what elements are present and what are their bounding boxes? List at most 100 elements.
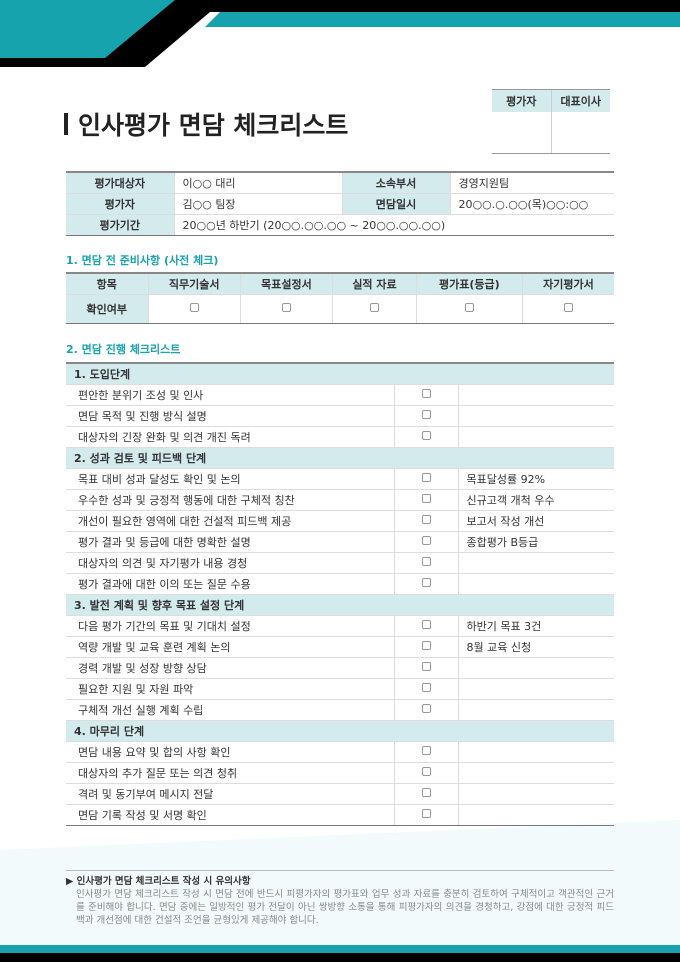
signature-cell[interactable]: [492, 111, 551, 154]
checkbox[interactable]: [421, 746, 431, 755]
checklist-row: 다음 평가 기간의 목표 및 기대치 설정 하반기 목표 3건: [66, 615, 614, 637]
checklist-row: 격려 및 동기부여 메시지 전달: [66, 783, 614, 805]
checkbox[interactable]: [421, 704, 431, 713]
checklist-item: 경력 개발 및 성장 방향 상담: [66, 657, 394, 679]
checklist-item: 편안한 분위기 조성 및 인사: [66, 384, 394, 406]
checkbox[interactable]: [421, 641, 431, 650]
prep-row-label: 확인여부: [66, 294, 148, 324]
section2-title: 2. 면담 진행 체크리스트: [66, 343, 181, 356]
checklist-note[interactable]: [457, 426, 614, 448]
checkbox[interactable]: [189, 303, 199, 312]
checklist-note[interactable]: [457, 678, 614, 700]
checklist-note[interactable]: [457, 384, 614, 406]
check-cell: [393, 384, 458, 406]
checkbox[interactable]: [421, 473, 431, 482]
check-cell: [393, 762, 458, 784]
check-cell: [393, 468, 458, 490]
check-cell: [393, 531, 458, 553]
checklist-note[interactable]: [457, 699, 614, 721]
checklist-item: 개선이 필요한 영역에 대한 건설적 피드백 제공: [66, 510, 394, 532]
checklist-note[interactable]: [457, 552, 614, 574]
checklist-section-header: 4. 마무리 단계: [66, 720, 614, 742]
prep-check-cell: [332, 294, 417, 324]
checklist-note[interactable]: [457, 762, 614, 784]
prep-check-cell: [147, 294, 241, 324]
checklist-note[interactable]: 신규고객 개척 우수: [457, 489, 614, 511]
prep-check-cell: [521, 294, 614, 324]
checklist-item: 우수한 성과 및 긍정적 행동에 대한 구체적 칭찬: [66, 489, 394, 511]
approval-header: 대표이사: [550, 89, 610, 112]
checklist-item: 평가 결과 및 등급에 대한 명확한 설명: [66, 531, 394, 553]
checklist-note[interactable]: [457, 573, 614, 595]
info-label: 평가기간: [66, 214, 174, 236]
checkbox[interactable]: [421, 389, 431, 398]
checklist-row: 면담 내용 요약 및 합의 사항 확인: [66, 741, 614, 763]
info-table: 평가대상자 이○○ 대리 소속부서 경영지원팀 평가자 김○○ 팀장 면담일시 20○○.○…: [66, 171, 614, 236]
checkbox[interactable]: [421, 557, 431, 566]
checklist-note[interactable]: [457, 804, 614, 826]
signature-cell[interactable]: [550, 111, 610, 154]
checkbox[interactable]: [421, 788, 431, 797]
check-cell: [393, 804, 458, 826]
checklist-item: 격려 및 동기부여 메시지 전달: [66, 783, 394, 805]
checklist-item: 면담 목적 및 진행 방식 설명: [66, 405, 394, 427]
checklist-row: 평가 결과 및 등급에 대한 명확한 설명 종합평가 B등급: [66, 531, 614, 553]
checkbox[interactable]: [421, 683, 431, 692]
checkbox[interactable]: [421, 431, 431, 440]
section1-title: 1. 면담 전 준비사항 (사전 체크): [66, 254, 219, 267]
info-value: 경영지원팀: [449, 172, 614, 194]
check-cell: [393, 426, 458, 448]
section-header-text: 4. 마무리 단계: [66, 720, 614, 742]
checkbox[interactable]: [369, 303, 379, 312]
checklist-row: 면담 목적 및 진행 방식 설명: [66, 405, 614, 427]
check-cell: [393, 510, 458, 532]
checkbox[interactable]: [421, 536, 431, 545]
checklist-row: 대상자의 추가 질문 또는 의견 청취: [66, 762, 614, 784]
check-cell: [393, 783, 458, 805]
checkbox[interactable]: [421, 515, 431, 524]
section-header-text: 1. 도입단계: [66, 363, 614, 385]
checklist-item: 평가 결과에 대한 이의 또는 질문 수용: [66, 573, 394, 595]
checklist-row: 대상자의 의견 및 자기평가 내용 경청: [66, 552, 614, 574]
prep-header: 목표설정서: [239, 273, 333, 295]
approval-box: 평가자 대표이사: [492, 89, 610, 154]
prep-header: 자기평가서: [521, 273, 614, 295]
check-cell: [393, 573, 458, 595]
checklist-note[interactable]: 종합평가 B등급: [457, 531, 614, 553]
info-value: 이○○ 대리: [173, 172, 342, 194]
checklist-note[interactable]: [457, 741, 614, 763]
check-cell: [393, 615, 458, 637]
checklist-note[interactable]: 8월 교육 신청: [457, 636, 614, 658]
checklist-note[interactable]: 하반기 목표 3건: [457, 615, 614, 637]
checkbox[interactable]: [421, 620, 431, 629]
checklist-item: 대상자의 추가 질문 또는 의견 청취: [66, 762, 394, 784]
checklist-note[interactable]: [457, 657, 614, 679]
section-header-text: 3. 발전 계획 및 향후 목표 설정 단계: [66, 594, 614, 616]
check-cell: [393, 699, 458, 721]
checkbox[interactable]: [421, 809, 431, 818]
checkbox[interactable]: [464, 303, 474, 312]
checkbox[interactable]: [421, 767, 431, 776]
section-header-text: 2. 성과 검토 및 피드백 단계: [66, 447, 614, 469]
checkbox[interactable]: [421, 578, 431, 587]
checkbox[interactable]: [563, 303, 573, 312]
checklist-item: 역량 개발 및 교육 훈련 계획 논의: [66, 636, 394, 658]
checklist-item: 목표 대비 성과 달성도 확인 및 논의: [66, 468, 394, 490]
checklist-note[interactable]: 목표달성률 92%: [457, 468, 614, 490]
checklist-row: 개선이 필요한 영역에 대한 건설적 피드백 제공 보고서 작성 개선: [66, 510, 614, 532]
checkbox[interactable]: [281, 303, 291, 312]
checklist-row: 면담 기록 작성 및 서명 확인: [66, 804, 614, 826]
checklist-row: 평가 결과에 대한 이의 또는 질문 수용: [66, 573, 614, 595]
page-title: 인사평가 면담 체크리스트: [64, 106, 348, 142]
checklist-item: 다음 평가 기간의 목표 및 기대치 설정: [66, 615, 394, 637]
checkbox[interactable]: [421, 662, 431, 671]
check-cell: [393, 405, 458, 427]
checklist-note[interactable]: 보고서 작성 개선: [457, 510, 614, 532]
info-label: 평가대상자: [66, 172, 174, 194]
checklist-note[interactable]: [457, 783, 614, 805]
checklist-note[interactable]: [457, 405, 614, 427]
checkbox[interactable]: [421, 410, 431, 419]
checklist-item: 구체적 개선 실행 계획 수립: [66, 699, 394, 721]
checkbox[interactable]: [421, 494, 431, 503]
